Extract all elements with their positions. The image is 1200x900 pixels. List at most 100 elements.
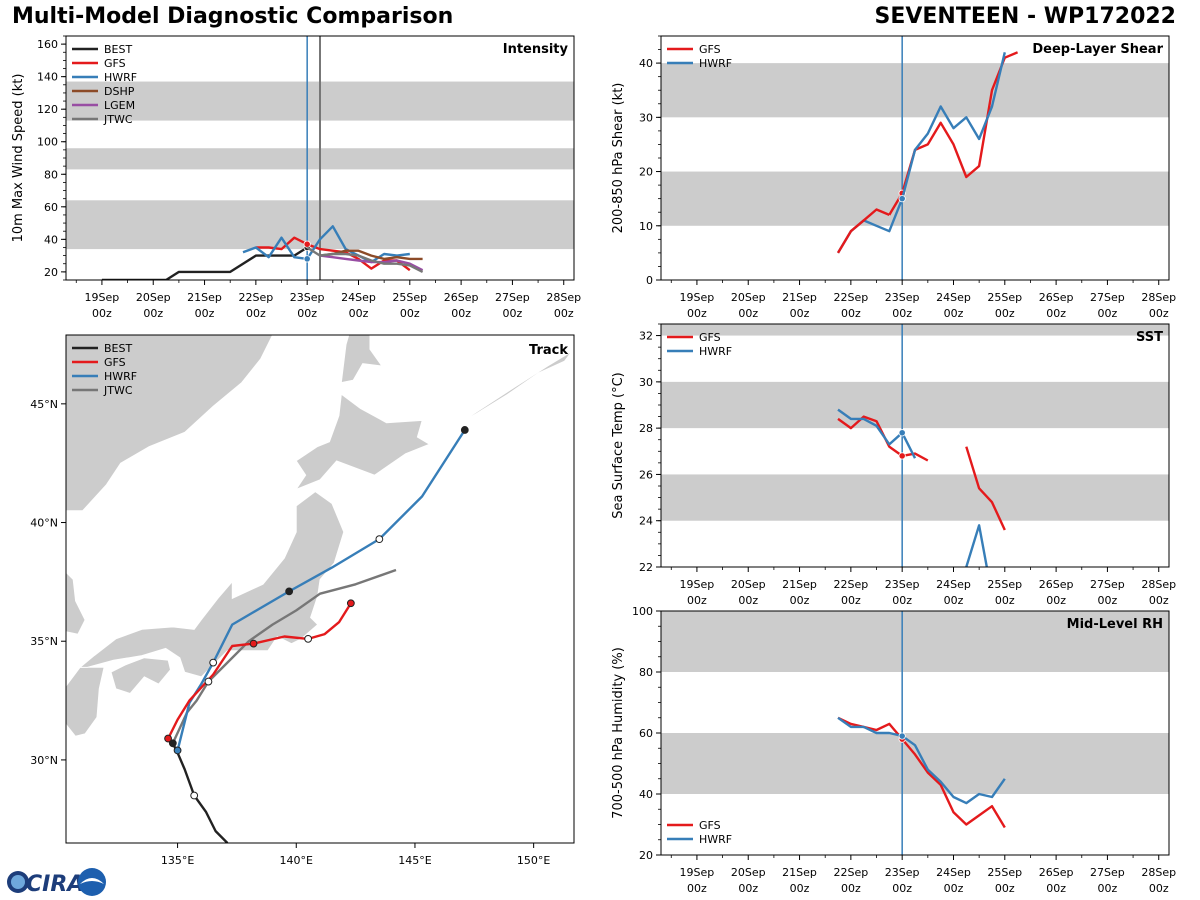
xtick-label-date-shear: 21Sep [782,291,817,304]
panel-title-track: Track [529,343,568,358]
xtick-label-hour-shear: 00z [687,307,707,320]
xtick-label-date-shear: 25Sep [987,291,1022,304]
figure-title-left: Multi-Model Diagnostic Comparison [12,4,454,29]
xtick-label-date-intensity: 19Sep [85,291,120,304]
xtick-label-date-intensity: 23Sep [290,291,325,304]
xtick-label-date-sst: 21Sep [782,578,817,591]
panel-track: 135°E 140°E 145°E 150°E 30°N 35°N 40°N 45°N Trac… [30,334,575,867]
xtick-label-hour-sst: 00z [1149,594,1169,607]
xtick-label-date-shear: 27Sep [1090,291,1125,304]
xtick-label-hour-sst: 00z [1046,594,1066,607]
xtick-label-date-intensity: 22Sep [238,291,273,304]
series-line-intensity-gfs [255,236,411,272]
panel-intensity: 20 40 60 80 100 120 140 160 19Sep 00z 20Sep 00z 21Se… [11,35,581,320]
xtick-label-date-shear: 24Sep [936,291,971,304]
track-marker-hwrf [375,535,384,544]
xtick-label-hour-intensity: 00z [451,307,471,320]
legend-label-best: BEST [104,342,132,355]
xtick-label-date-intensity: 25Sep [392,291,427,304]
ytick-label-rh: 100 [632,605,653,618]
legend-label-gfs: GFS [699,331,721,344]
xtick-label-date-sst: 25Sep [987,578,1022,591]
xtick-label-date-shear: 23Sep [885,291,920,304]
xtick-label-date-rh: 21Sep [782,866,817,879]
track-marker-gfs [346,599,355,608]
xtick-label-date-intensity: 21Sep [187,291,222,304]
xtick-label-date-shear: 22Sep [833,291,868,304]
series-line-shear-hwrf [836,52,1006,254]
legend-label-lgem: LGEM [104,99,135,112]
land-polygon-2 [79,491,345,678]
ylabel-rh: 700-500 hPa Humidity (%) [611,647,626,819]
xtick-label-date-sst: 19Sep [680,578,715,591]
land-polygon-3 [295,393,431,491]
xtick-label-date-shear: 19Sep [680,291,715,304]
xtick-label-date-sst: 27Sep [1090,578,1125,591]
band-sst-0 [661,474,1169,521]
ytick-label-track: 35°N [30,635,58,648]
xtick-label-hour-rh: 00z [995,882,1015,895]
series-point-sst-gfs [898,452,906,460]
xtick-label-date-sst: 22Sep [833,578,868,591]
xtick-label-hour-rh: 00z [1046,882,1066,895]
xtick-label-date-shear: 26Sep [1039,291,1074,304]
xtick-label-date-rh: 20Sep [731,866,766,879]
series-line-shear-gfs [836,208,890,254]
axes-frame-sst [660,323,1170,568]
xtick-label-date-rh: 22Sep [833,866,868,879]
series-line-sst-gfs [965,446,1006,531]
legend-label-hwrf: HWRF [104,71,137,84]
xtick-label-track: 150°E [517,854,550,867]
track-marker-hwrf [209,658,218,667]
ytick-label-intensity: 160 [37,38,58,51]
xtick-label-hour-sst: 00z [1098,594,1118,607]
series-point-rh-hwrf [898,732,906,740]
xtick-label-hour-intensity: 00z [143,307,163,320]
xtick-label-hour-intensity: 00z [92,307,112,320]
ylabel-sst: Sea Surface Temp (°C) [611,372,626,519]
xtick-label-hour-rh: 00z [1149,882,1169,895]
band-rh-0 [661,733,1169,794]
xtick-label-hour-intensity: 00z [400,307,420,320]
xtick-label-date-shear: 28Sep [1141,291,1176,304]
ytick-label-shear: 20 [639,166,653,179]
legend-label-gfs: GFS [104,57,126,70]
track-line-jtwc [171,568,397,744]
ytick-label-intensity: 80 [44,168,58,181]
xtick-label-hour-shear: 00z [1098,307,1118,320]
xtick-label-hour-sst: 00z [738,594,758,607]
xtick-label-hour-intensity: 00z [349,307,369,320]
track-marker-gfs [304,634,313,643]
xtick-label-track: 145°E [398,854,431,867]
xtick-label-date-rh: 24Sep [936,866,971,879]
xtick-label-date-rh: 23Sep [885,866,920,879]
xtick-label-hour-intensity: 00z [503,307,523,320]
ytick-label-track: 40°N [30,517,58,530]
ytick-label-sst: 28 [639,422,653,435]
legend-label-hwrf: HWRF [104,370,137,383]
series-line-intensity-best [101,246,308,280]
series-point-intensity-gfs [303,240,311,248]
xtick-label-hour-rh: 00z [944,882,964,895]
track-marker-jtwc [204,677,213,686]
land-polygon-5 [443,351,572,433]
xtick-label-hour-rh: 00z [790,882,810,895]
panel-title-intensity: Intensity [503,42,569,57]
xtick-label-date-intensity: 20Sep [136,291,171,304]
xtick-label-date-sst: 28Sep [1141,578,1176,591]
ylabel-shear: 200-850 hPa Shear (kt) [611,83,626,234]
xtick-label-date-rh: 26Sep [1039,866,1074,879]
xtick-label-hour-sst: 00z [892,594,912,607]
xtick-label-hour-intensity: 00z [297,307,317,320]
xtick-label-hour-sst: 00z [841,594,861,607]
band-sst-1 [661,381,1169,429]
xtick-label-hour-sst: 00z [995,594,1015,607]
panel-shear: 0 10 20 30 40 19Sep 00z 20Sep 00z 21Sep 00z 22Sep 00… [611,35,1176,320]
xtick-label-hour-rh: 00z [1098,882,1118,895]
legend-label-gfs: GFS [699,819,721,832]
legend-label-hwrf: HWRF [699,833,732,846]
